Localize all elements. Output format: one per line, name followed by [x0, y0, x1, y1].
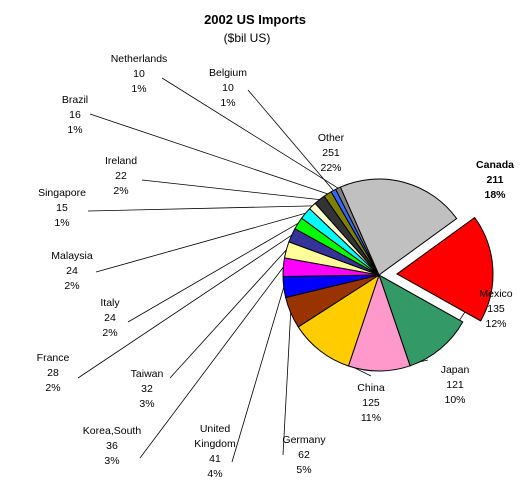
label-malaysia-value: 24: [66, 265, 78, 277]
label-other-percent: 22%: [320, 162, 341, 174]
label-germany-percent: 5%: [296, 464, 311, 476]
label-korea-south-name: Korea,South: [83, 425, 142, 437]
leader-line-belgium: [247, 89, 334, 191]
label-belgium-name: Belgium: [209, 67, 247, 79]
label-other-name: Other: [318, 132, 345, 144]
label-ireland-percent: 2%: [113, 185, 128, 197]
pie-slices: [282, 178, 494, 372]
label-canada-name: Canada: [476, 159, 514, 171]
label-canada-percent: 18%: [484, 189, 506, 201]
label-united-kingdom-value: 41: [209, 453, 221, 465]
label-france-percent: 2%: [45, 382, 60, 394]
label-korea-south-percent: 3%: [104, 455, 119, 467]
label-united-kingdom-percent: 4%: [207, 468, 222, 480]
chart-title: 2002 US Imports: [204, 12, 306, 27]
pie-slice-canada: [396, 216, 494, 322]
label-taiwan-percent: 3%: [139, 398, 154, 410]
leader-line-ireland: [141, 179, 320, 200]
leader-line-germany: [282, 312, 292, 456]
leader-line-singapore: [87, 205, 313, 212]
label-brazil-value: 16: [69, 109, 81, 121]
label-china-percent: 11%: [361, 412, 381, 424]
label-italy-value: 24: [104, 312, 116, 324]
leader-line-taiwan: [169, 249, 287, 379]
leader-line-malaysia: [95, 212, 306, 273]
leader-line-netherlands: [161, 77, 339, 189]
label-taiwan-value: 32: [141, 383, 153, 395]
leader-line-brazil: [89, 113, 328, 195]
label-china-name: China: [357, 382, 385, 394]
label-belgium-value: 10: [222, 82, 234, 94]
label-netherlands-value: 10: [133, 68, 145, 80]
label-taiwan-name: Taiwan: [131, 368, 164, 380]
label-united-kingdom-name: United: [200, 423, 231, 435]
leader-line-italy: [127, 222, 299, 323]
label-korea-south-value: 36: [106, 440, 118, 452]
label-japan-value: 121: [446, 379, 464, 391]
label-brazil-percent: 1%: [67, 124, 82, 136]
label-italy-name: Italy: [100, 297, 120, 309]
label-ireland-name: Ireland: [105, 155, 137, 167]
label-brazil-name: Brazil: [62, 94, 88, 106]
label-china-value: 125: [362, 397, 380, 409]
label-other-value: 251: [322, 147, 340, 159]
label-france-value: 28: [47, 367, 59, 379]
label-mexico-percent: 12%: [485, 318, 506, 330]
label-belgium-percent: 1%: [220, 97, 235, 109]
leader-lines: [77, 77, 476, 463]
label-ireland-value: 22: [115, 170, 127, 182]
label-netherlands-percent: 1%: [131, 83, 146, 95]
label-united-kingdom-name: Kingdom: [194, 438, 236, 450]
label-canada-value: 211: [487, 174, 504, 186]
chart-subtitle: ($bil US): [224, 31, 271, 45]
leader-line-france: [77, 234, 292, 379]
label-singapore-value: 15: [56, 202, 68, 214]
label-italy-percent: 2%: [102, 327, 117, 339]
leader-line-korea-south: [139, 266, 284, 459]
label-malaysia-percent: 2%: [64, 280, 79, 292]
label-germany-value: 62: [298, 449, 310, 461]
label-france-name: France: [37, 352, 70, 364]
label-mexico-name: Mexico: [479, 288, 512, 300]
leader-line-united-kingdom: [231, 286, 285, 463]
label-netherlands-name: Netherlands: [111, 53, 168, 65]
label-japan-name: Japan: [441, 364, 470, 376]
pie-slice-other: [339, 178, 458, 276]
label-singapore-percent: 1%: [54, 217, 69, 229]
slice-labels: Canada 211 18% Mexico 135 12% Japan 121 10% China…: [37, 53, 514, 480]
pie-slice-mexico: [378, 273, 464, 367]
label-japan-percent: 10%: [444, 394, 465, 406]
label-malaysia-name: Malaysia: [51, 250, 93, 262]
label-mexico-value: 135: [487, 303, 505, 315]
label-singapore-name: Singapore: [38, 187, 86, 199]
label-germany-name: Germany: [282, 434, 326, 446]
